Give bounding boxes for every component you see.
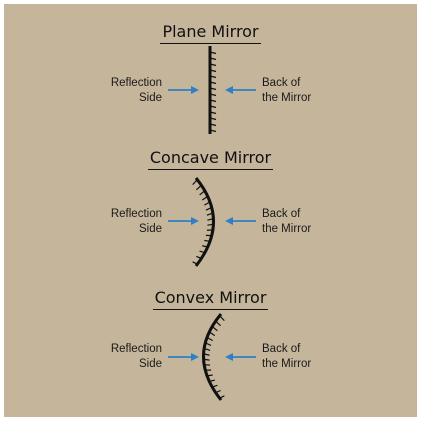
hatch-mark xyxy=(209,111,217,115)
hatch-mark xyxy=(192,261,198,265)
hatch-mark xyxy=(209,57,217,61)
hatch-mark xyxy=(209,69,217,73)
convex-mirror-title: Convex Mirror xyxy=(0,288,421,310)
hatch-mark xyxy=(206,336,213,342)
plane-reflection-side-label: Reflection Side xyxy=(110,77,162,104)
hatch-mark xyxy=(203,358,210,361)
concave-reflection-side-label: Reflection Side xyxy=(110,208,162,235)
hatch-mark xyxy=(199,190,206,196)
plane-mirror xyxy=(208,46,217,134)
hatch-mark xyxy=(206,374,213,377)
hatch-mark xyxy=(209,93,217,97)
convex-mirror-hatching xyxy=(203,315,225,399)
hatch-mark xyxy=(215,320,221,327)
hatch-mark xyxy=(205,342,212,347)
hatch-mark xyxy=(192,179,198,186)
hatch-mark xyxy=(209,75,217,79)
convex-back-of-mirror-label: Back of the Mirror xyxy=(262,343,312,370)
hatch-mark xyxy=(209,129,217,133)
hatch-mark xyxy=(207,223,214,226)
hatch-mark xyxy=(209,123,217,127)
concave-mirror xyxy=(192,177,215,267)
convex-mirror xyxy=(202,313,225,401)
hatch-mark xyxy=(208,331,216,337)
concave-mirror-title: Concave Mirror xyxy=(0,148,421,170)
hatch-mark xyxy=(215,389,221,394)
plane-mirror-title: Plane Mirror xyxy=(0,22,421,44)
hatch-mark xyxy=(203,353,210,356)
hatch-mark xyxy=(209,87,217,91)
hatch-mark xyxy=(209,117,217,121)
concave-mirror-hatching xyxy=(192,179,214,265)
hatch-mark xyxy=(211,326,218,332)
hatch-mark xyxy=(219,315,225,322)
hatch-mark xyxy=(204,239,211,242)
concave-mirror-surface xyxy=(194,177,215,267)
hatch-mark xyxy=(219,395,225,399)
concave-back-of-mirror-label: Back of the Mirror xyxy=(262,208,312,235)
hatch-mark xyxy=(202,245,208,248)
plane-back-of-mirror-label: Back of the Mirror xyxy=(262,77,312,104)
hatch-mark xyxy=(207,218,214,221)
hatch-mark xyxy=(209,81,217,85)
hatch-mark xyxy=(196,184,202,191)
hatch-mark xyxy=(209,379,215,383)
hatch-mark xyxy=(211,384,218,388)
hatch-mark xyxy=(205,206,212,211)
convex-mirror-surface xyxy=(202,313,223,401)
hatch-mark xyxy=(209,63,217,67)
hatch-mark xyxy=(209,105,217,109)
hatch-mark xyxy=(203,347,211,351)
hatch-mark xyxy=(206,212,214,216)
hatch-mark xyxy=(209,99,217,103)
hatch-mark xyxy=(209,51,217,55)
hatch-mark xyxy=(201,195,209,201)
hatch-mark xyxy=(199,250,206,254)
hatch-mark xyxy=(204,201,211,206)
convex-reflection-side-label: Reflection Side xyxy=(110,343,162,370)
plane-mirror-hatching xyxy=(209,51,217,133)
hatch-mark xyxy=(196,255,202,260)
